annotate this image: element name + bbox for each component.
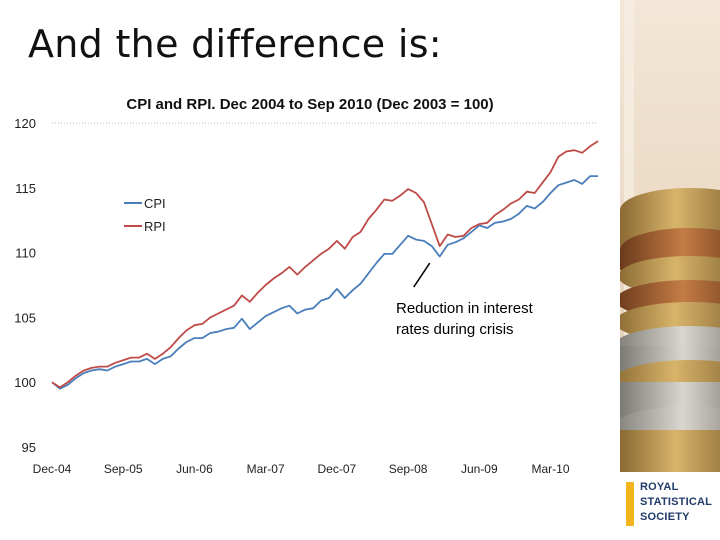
chart-title: CPI and RPI. Dec 2004 to Sep 2010 (Dec 2… <box>126 96 493 113</box>
logo-bar <box>626 482 634 526</box>
x-tick-label: Sep-08 <box>389 462 428 476</box>
line-chart: CPI and RPI. Dec 2004 to Sep 2010 (Dec 2… <box>0 85 620 485</box>
annotation-pointer <box>413 262 431 288</box>
annotation-text: rates during crisis <box>396 321 514 338</box>
y-tick-label: 115 <box>15 181 36 196</box>
x-tick-label: Sep-05 <box>104 462 143 476</box>
rss-logo: ROYAL STATISTICAL SOCIETY <box>626 478 720 540</box>
legend-label: RPI <box>144 219 166 234</box>
legend: CPI RPI <box>124 196 166 234</box>
x-tick-label: Mar-10 <box>532 462 570 476</box>
coins-illustration <box>620 0 720 472</box>
y-axis: 95 100 105 110 115 120 <box>14 116 36 455</box>
x-tick-label: Dec-04 <box>33 462 72 476</box>
logo-line: STATISTICAL <box>640 496 713 508</box>
series-line-rpi <box>51 140 599 389</box>
y-tick-label: 100 <box>14 375 36 390</box>
chart-svg: CPI and RPI. Dec 2004 to Sep 2010 (Dec 2… <box>14 96 599 476</box>
annotation-text: Reduction in interest <box>396 300 534 317</box>
series-line-cpi <box>51 175 598 390</box>
y-tick-label: 105 <box>14 310 36 325</box>
annotation: Reduction in interest rates during crisis <box>396 262 534 338</box>
logo-text: ROYAL STATISTICAL SOCIETY <box>640 480 712 525</box>
y-tick-label: 120 <box>14 116 36 131</box>
y-tick-label: 95 <box>22 440 36 455</box>
slide-title: And the difference is: <box>28 22 442 66</box>
series-lines <box>51 140 599 390</box>
logo-line: ROYAL <box>640 481 679 493</box>
x-tick-label: Jun-09 <box>461 462 498 476</box>
y-tick-label: 110 <box>15 246 36 261</box>
logo-line: SOCIETY <box>640 511 690 523</box>
coins-photo <box>620 0 720 472</box>
x-axis: Dec-04 Sep-05 Jun-06 Mar-07 Dec-07 Sep-08 Jun-… <box>33 462 570 476</box>
x-tick-label: Dec-07 <box>318 462 357 476</box>
x-tick-label: Jun-06 <box>176 462 213 476</box>
legend-label: CPI <box>144 196 166 211</box>
x-tick-label: Mar-07 <box>247 462 285 476</box>
